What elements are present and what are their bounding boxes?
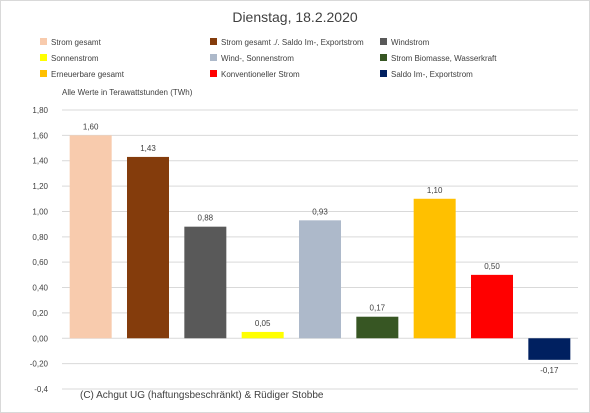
y-tick-label: -0,20: [30, 360, 49, 369]
y-tick-label: 1,20: [32, 182, 48, 191]
legend-label: Saldo Im-, Exportstrom: [391, 70, 473, 79]
legend-label: Konventioneller Strom: [221, 70, 300, 79]
y-tick-label: 0,80: [32, 233, 48, 242]
legend-entry: Saldo Im-, Exportstrom: [380, 69, 473, 81]
y-tick-label: 1,40: [32, 157, 48, 166]
legend-swatch: [210, 54, 217, 62]
bar-3: [184, 226, 227, 339]
legend-swatch: [40, 70, 47, 78]
data-label: 1,43: [140, 144, 156, 153]
y-tick-label: 0,00: [32, 334, 48, 343]
legend-swatch: [40, 38, 47, 46]
legend-label: Erneuerbare gesamt: [51, 70, 124, 79]
data-label: 1,10: [427, 186, 443, 195]
legend-swatch: [380, 38, 387, 46]
bar-8: [471, 274, 513, 339]
data-label: 0,17: [370, 304, 386, 313]
bar-7: [413, 198, 456, 339]
legend-entry: Sonnenstrom: [40, 53, 99, 65]
y-tick-label: 1,60: [32, 131, 48, 140]
y-tick-label: 1,80: [32, 106, 48, 115]
legend-swatch: [210, 70, 217, 78]
y-tick-label: 0,20: [32, 309, 48, 318]
data-label: 0,93: [312, 207, 328, 216]
legend-entry: Windstrom: [380, 37, 429, 49]
unit-note: Alle Werte in Terawattstunden (TWh): [62, 88, 193, 97]
legend-label: Strom gesamt ./. Saldo Im-, Exportstrom: [221, 38, 364, 47]
y-tick-label: -0,4: [34, 385, 48, 394]
y-tick-label: 0,40: [32, 284, 48, 293]
legend-swatch: [380, 54, 387, 62]
legend-label: Wind-, Sonnenstrom: [221, 54, 294, 63]
bar-9: [528, 338, 571, 360]
legend-entry: Erneuerbare gesamt: [40, 69, 124, 81]
legend-label: Sonnenstrom: [51, 54, 99, 63]
chart-title: Dienstag, 18.2.2020: [232, 9, 358, 25]
bar-4: [241, 331, 284, 339]
data-label: 0,50: [484, 262, 500, 271]
legend-swatch: [380, 70, 387, 78]
y-tick-label: 0,60: [32, 258, 48, 267]
legend-entry: Strom gesamt: [40, 37, 101, 49]
bar-2: [127, 156, 169, 339]
legend-entry: Konventioneller Strom: [210, 69, 300, 81]
bar-1: [69, 135, 112, 339]
bar-6: [356, 316, 399, 339]
legend-label: Strom Biomasse, Wasserkraft: [391, 54, 497, 63]
data-label: 1,60: [83, 122, 99, 131]
data-label: 0,88: [198, 214, 214, 223]
legend-swatch: [40, 54, 47, 62]
bar-5: [299, 220, 341, 339]
legend-entry: Wind-, Sonnenstrom: [210, 53, 294, 65]
legend-entry: Strom gesamt ./. Saldo Im-, Exportstrom: [210, 37, 364, 49]
copyright-note: (C) Achgut UG (haftungsbeschränkt) & Rüd…: [80, 390, 324, 401]
legend-label: Windstrom: [391, 38, 430, 47]
data-label: -0,17: [540, 366, 559, 375]
legend-swatch: [210, 38, 217, 46]
y-tick-label: 1,00: [32, 207, 48, 216]
data-label: 0,05: [255, 319, 271, 328]
legend-entry: Strom Biomasse, Wasserkraft: [380, 53, 497, 65]
legend-label: Strom gesamt: [51, 38, 101, 47]
